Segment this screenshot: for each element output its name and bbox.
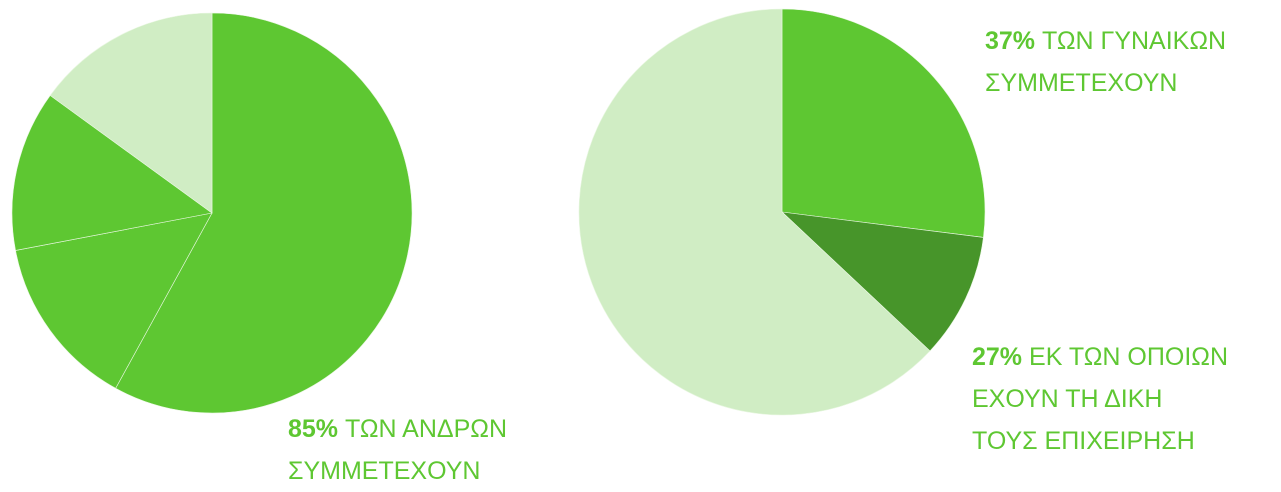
pie-slice [781, 211, 984, 352]
annotation-line: ΕΧΟΥΝ ΤΗ ΔΙΚΗ [972, 385, 1162, 413]
annotation-text: ΣΥΜΜΕΤΕΧΟΥΝ [288, 457, 480, 485]
annotation-text: ΤΩΝ ΓΥΝΑΙΚΩΝ [1042, 27, 1226, 55]
pie-slice [15, 212, 213, 389]
annotation-line: 85% ΤΩΝ ΑΝΔΡΩΝ [288, 415, 507, 443]
annotation-line: 27% ΕΚ ΤΩΝ ΟΠΟΙΩΝ [972, 343, 1228, 371]
pie-slice [115, 12, 413, 414]
annotation-text: ΕΧΟΥΝ ΤΗ ΔΙΚΗ [972, 385, 1162, 413]
pie [578, 8, 986, 416]
pie [11, 12, 413, 414]
annotation-line: ΣΥΜΜΕΤΕΧΟΥΝ [985, 69, 1177, 97]
pie-slice [578, 8, 931, 416]
pie-slice [49, 12, 213, 214]
annotation-highlight: 27% [972, 343, 1022, 371]
annotation-text: ΣΥΜΜΕΤΕΧΟΥΝ [985, 69, 1177, 97]
annotation-text: ΤΟΥΣ ΕΠΙΧΕΙΡΗΣΗ [972, 427, 1195, 455]
annotation-line: 37% ΤΩΝ ΓΥΝΑΙΚΩΝ [985, 27, 1226, 55]
annotation-highlight: 37% [985, 27, 1035, 55]
annotation-highlight: 85% [288, 415, 338, 443]
annotation-line: ΣΥΜΜΕΤΕΧΟΥΝ [288, 457, 480, 485]
annotation-line: ΤΟΥΣ ΕΠΙΧΕΙΡΗΣΗ [972, 427, 1195, 455]
annotation-text: ΤΩΝ ΑΝΔΡΩΝ [345, 415, 507, 443]
annotation-text: ΕΚ ΤΩΝ ΟΠΟΙΩΝ [1029, 343, 1228, 371]
pie-slice [11, 95, 213, 251]
pie-slice [781, 8, 986, 238]
